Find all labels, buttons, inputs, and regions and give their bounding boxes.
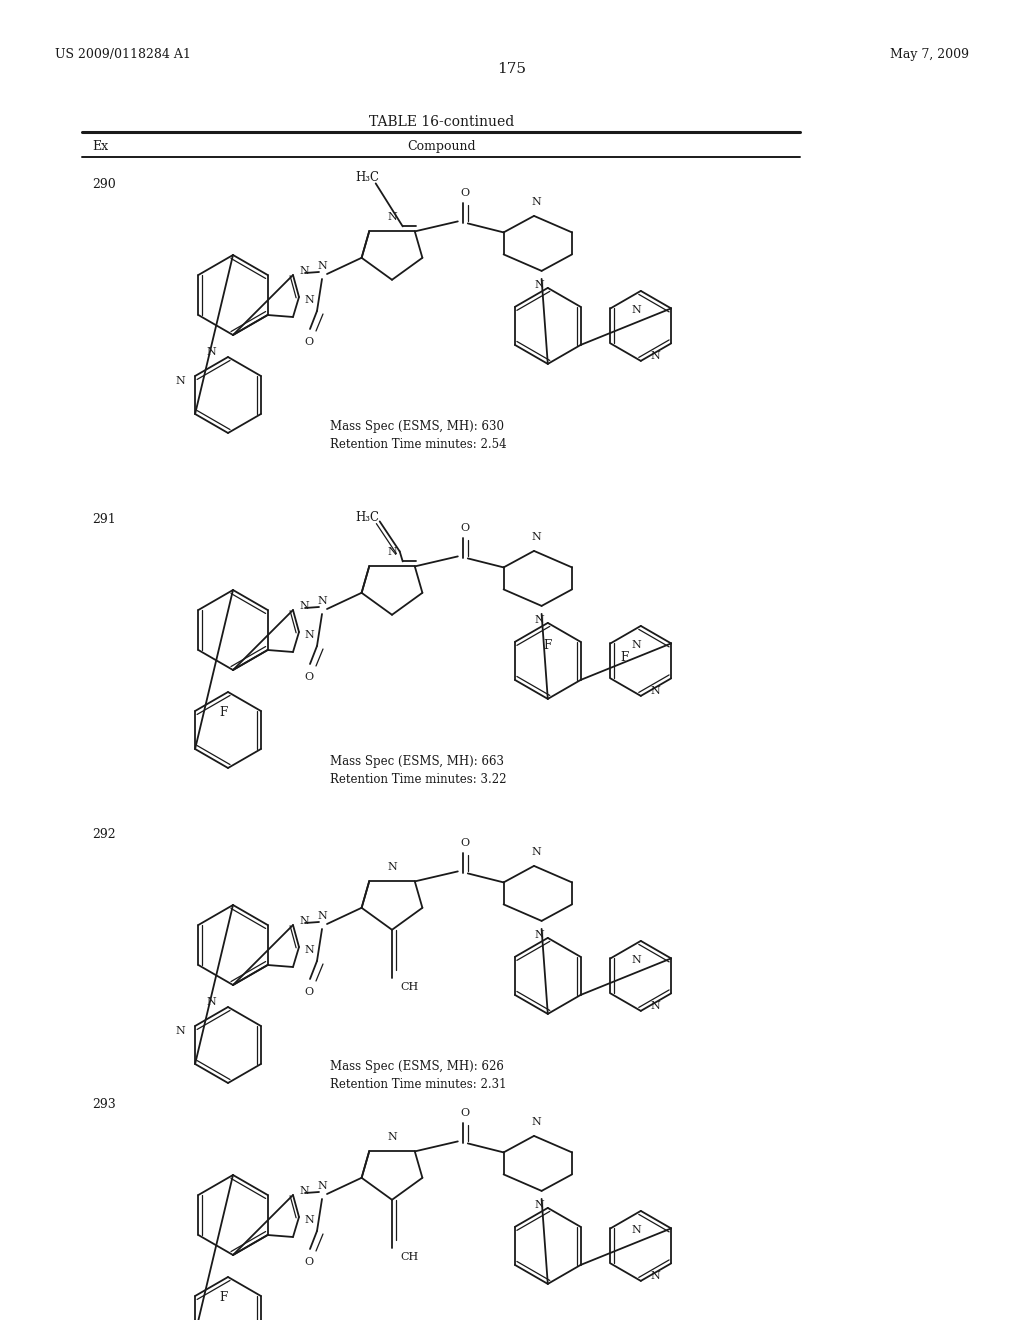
Text: N: N — [531, 1117, 541, 1127]
Text: F: F — [219, 706, 227, 719]
Text: N: N — [632, 305, 642, 315]
Text: O: O — [460, 838, 469, 849]
Text: N: N — [387, 862, 397, 873]
Text: N: N — [651, 686, 660, 696]
Text: N: N — [535, 615, 545, 624]
Text: N: N — [175, 376, 185, 385]
Text: Mass Spec (ESMS, MH): 663: Mass Spec (ESMS, MH): 663 — [330, 755, 504, 768]
Text: N: N — [304, 630, 313, 640]
Text: N: N — [304, 1214, 313, 1225]
Text: N: N — [535, 1200, 545, 1210]
Text: N: N — [206, 347, 216, 356]
Text: O: O — [460, 189, 469, 198]
Text: N: N — [387, 213, 397, 222]
Text: TABLE 16-continued: TABLE 16-continued — [370, 115, 515, 129]
Text: N: N — [299, 601, 309, 611]
Text: N: N — [632, 1225, 642, 1236]
Text: N: N — [299, 1185, 309, 1196]
Text: O: O — [460, 524, 469, 533]
Text: N: N — [299, 267, 309, 276]
Text: N: N — [317, 1181, 327, 1191]
Text: O: O — [460, 1109, 469, 1118]
Text: 291: 291 — [92, 513, 116, 525]
Text: N: N — [304, 294, 313, 305]
Text: 292: 292 — [92, 828, 116, 841]
Text: 293: 293 — [92, 1098, 116, 1111]
Text: Retention Time minutes: 3.22: Retention Time minutes: 3.22 — [330, 774, 507, 785]
Text: CH: CH — [400, 982, 418, 991]
Text: O: O — [304, 337, 313, 347]
Text: Retention Time minutes: 2.31: Retention Time minutes: 2.31 — [330, 1078, 507, 1092]
Text: N: N — [299, 916, 309, 927]
Text: 290: 290 — [92, 178, 116, 191]
Text: N: N — [175, 1026, 185, 1036]
Text: H₃C: H₃C — [355, 511, 380, 524]
Text: F: F — [621, 651, 629, 664]
Text: N: N — [651, 351, 660, 360]
Text: N: N — [531, 847, 541, 857]
Text: N: N — [317, 261, 327, 271]
Text: N: N — [651, 1271, 660, 1280]
Text: May 7, 2009: May 7, 2009 — [890, 48, 969, 61]
Text: US 2009/0118284 A1: US 2009/0118284 A1 — [55, 48, 190, 61]
Text: Mass Spec (ESMS, MH): 626: Mass Spec (ESMS, MH): 626 — [330, 1060, 504, 1073]
Text: N: N — [317, 597, 327, 606]
Text: N: N — [632, 640, 642, 649]
Text: N: N — [632, 954, 642, 965]
Text: CH: CH — [400, 1251, 418, 1262]
Text: N: N — [304, 945, 313, 954]
Text: N: N — [535, 280, 545, 290]
Text: N: N — [535, 929, 545, 940]
Text: Mass Spec (ESMS, MH): 630: Mass Spec (ESMS, MH): 630 — [330, 420, 504, 433]
Text: N: N — [387, 548, 397, 557]
Text: O: O — [304, 987, 313, 997]
Text: N: N — [206, 997, 216, 1007]
Text: O: O — [304, 672, 313, 682]
Text: N: N — [317, 911, 327, 921]
Text: H₃C: H₃C — [355, 172, 380, 185]
Text: N: N — [531, 532, 541, 543]
Text: F: F — [219, 1291, 227, 1304]
Text: N: N — [651, 1001, 660, 1011]
Text: O: O — [304, 1257, 313, 1267]
Text: N: N — [387, 1133, 397, 1142]
Text: Compound: Compound — [408, 140, 476, 153]
Text: Ex: Ex — [92, 140, 109, 153]
Text: N: N — [531, 197, 541, 207]
Text: 175: 175 — [498, 62, 526, 77]
Text: F: F — [544, 639, 552, 652]
Text: Retention Time minutes: 2.54: Retention Time minutes: 2.54 — [330, 438, 507, 451]
